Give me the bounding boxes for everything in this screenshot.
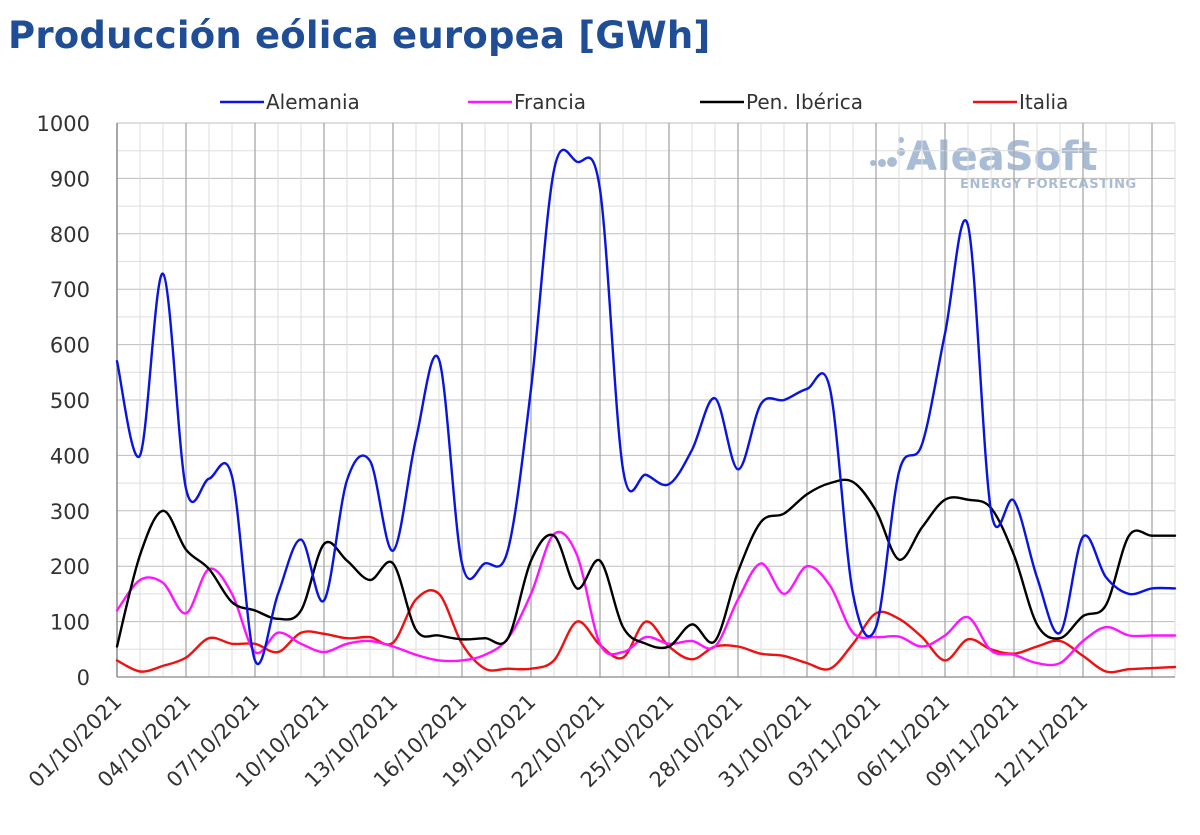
logo-dot [878, 159, 886, 167]
y-tick-label: 400 [50, 444, 90, 468]
legend: Alemania Francia Pen. Ibérica Italia [220, 90, 1068, 114]
y-tick-label: 700 [50, 278, 90, 302]
y-axis: 0 100 200 300 400 500 600 700 800 900 1000 [37, 112, 90, 690]
logo-dots-icon [870, 137, 905, 167]
logo-dot [870, 160, 876, 166]
y-tick-label: 300 [50, 500, 90, 524]
legend-label-pen-ib-rica: Pen. Ibérica [746, 90, 863, 114]
logo-tagline: ENERGY FORECASTING [960, 177, 1137, 192]
series-line-alemania [115, 148, 1177, 665]
series-line-italia [115, 589, 1177, 674]
series-line-francia [115, 530, 1177, 667]
series-lines [115, 148, 1177, 674]
y-tick-label: 0 [77, 666, 90, 690]
logo-dot [887, 157, 897, 167]
y-tick-label: 100 [50, 611, 90, 635]
legend-label-alemania: Alemania [266, 90, 360, 114]
legend-label-francia: Francia [514, 90, 586, 114]
y-tick-label: 600 [50, 334, 90, 358]
logo-dot [897, 148, 905, 156]
aleasoft-logo: AleaSoft ENERGY FORECASTING [870, 134, 1137, 192]
y-tick-label: 500 [50, 389, 90, 413]
x-axis: 01/10/202104/10/202107/10/202110/10/2021… [24, 690, 1093, 793]
y-tick-label: 800 [50, 223, 90, 247]
y-tick-label: 900 [50, 167, 90, 191]
logo-wordmark: AleaSoft [906, 134, 1098, 180]
y-tick-label: 200 [50, 555, 90, 579]
series-line-pen-ib-rica [115, 478, 1177, 650]
legend-label-italia: Italia [1019, 90, 1068, 114]
y-tick-label: 1000 [37, 112, 90, 136]
grid [116, 122, 1176, 678]
chart-title: Producción eólica europea [GWh] [8, 14, 711, 57]
